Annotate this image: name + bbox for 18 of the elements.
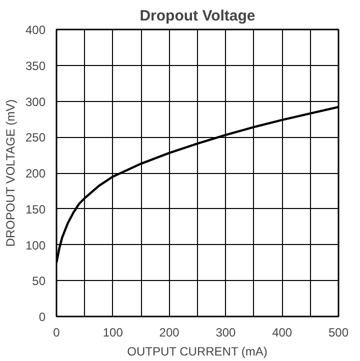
- y-tick-label: 100: [25, 238, 46, 252]
- y-tick-label: 350: [25, 58, 46, 73]
- x-tick-label: 300: [216, 326, 236, 340]
- x-tick-label: 100: [102, 326, 124, 340]
- x-tick-label: 500: [328, 326, 349, 340]
- y-tick-label: 200: [25, 166, 46, 180]
- y-tick-label: 50: [32, 274, 46, 288]
- y-tick-label: 150: [25, 202, 46, 216]
- y-tick-label: 400: [25, 23, 46, 37]
- x-tick-label: 200: [159, 326, 180, 340]
- y-axis-title: DROPOUT VOLTAGE (mV): [3, 99, 18, 247]
- y-tick-label: 0: [38, 310, 46, 324]
- x-tick-label: 0: [53, 326, 60, 340]
- chart-title: Dropout Voltage: [140, 8, 256, 24]
- x-tick-label: 400: [272, 326, 292, 340]
- y-tick-label: 250: [25, 130, 46, 145]
- x-axis-title: OUTPUT CURRENT (mA): [127, 344, 268, 358]
- y-tick-label: 300: [25, 94, 46, 109]
